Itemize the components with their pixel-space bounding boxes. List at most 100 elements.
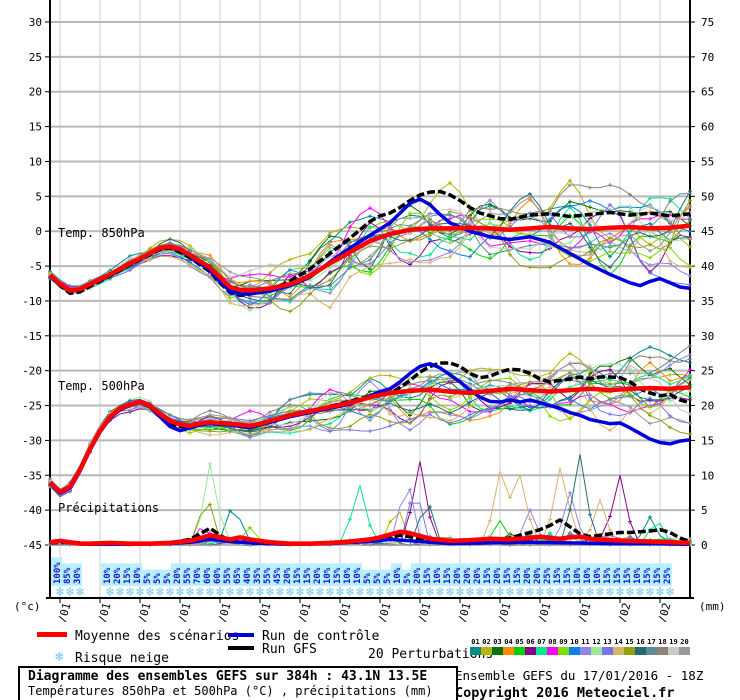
svg-text:35%: 35% [253,567,263,584]
copyright: Copyright 2016 Meteociel.fr [455,685,675,700]
svg-text:10%: 10% [593,567,603,584]
snowflake-icon: ❄ [295,585,304,600]
svg-text:20%: 20% [493,567,503,584]
svg-text:75: 75 [701,16,714,29]
perturbation-color [547,647,558,655]
snowflake-icon: ❄ [315,585,324,600]
perturbation-swatch: 15 [624,638,635,655]
svg-text:15%: 15% [443,567,453,584]
snowflake-icon: ❄ [145,585,154,600]
svg-text:20: 20 [701,400,714,413]
chart-canvas: 100%❄85%❄30%❄10%❄20%❄15%❄10%❄5%❄5%❄5%❄20… [14,0,726,637]
perturbation-swatch: 04 [503,638,514,655]
snowflake-icon: ❄ [435,585,444,600]
perturbation-color [602,647,613,655]
svg-text:70: 70 [701,51,714,64]
snowflake-icon: ❄ [215,585,224,600]
snowflake-icon: ❄ [125,585,134,600]
perturbation-color [580,647,591,655]
x-axis-date-label: 28/01 [452,601,473,622]
x-axis-date-label: 23/01 [252,601,273,622]
perturbation-number: 17 [647,638,656,646]
gfs-run-line-prec [49,518,691,547]
perturbation-swatch: 19 [668,638,679,655]
svg-text:10: 10 [29,155,42,168]
snowflake-icon: ❄ [445,585,454,600]
perturbation-swatch: 09 [558,638,569,655]
svg-text:-20: -20 [22,365,42,378]
perturbation-color [668,647,679,655]
x-axis-date-label: 31/01 [572,601,593,622]
panel-label: Temp. 500hPa [58,379,145,393]
perturbation-swatch: 20 [679,638,690,655]
svg-text:20%: 20% [533,567,543,584]
legend-control-line [228,633,254,637]
svg-text:5%: 5% [403,573,413,584]
svg-text:30%: 30% [73,567,83,584]
perturbation-number: 09 [559,638,568,646]
perturbation-color [514,647,525,655]
x-axis-date-label: 02/02 [652,601,673,622]
snowflake-icon: ❄ [645,585,654,600]
snowflake-icon: ❄ [205,585,214,600]
perturbation-color [481,647,492,655]
svg-text:20: 20 [29,86,42,99]
snow-risk-strip: 100%❄85%❄30%❄10%❄20%❄15%❄10%❄5%❄5%❄5%❄20… [51,557,674,600]
perturbation-swatch: 17 [646,638,657,655]
svg-text:10%: 10% [583,567,593,584]
perturbation-color [646,647,657,655]
svg-text:10%: 10% [323,567,333,584]
svg-text:15%: 15% [653,567,663,584]
perturbation-number: 19 [669,638,678,646]
snowflake-icon: ❄ [495,585,504,600]
svg-text:20%: 20% [453,567,463,584]
legend-control-label: Run de contrôle [262,629,380,644]
perturbation-swatch: 02 [481,638,492,655]
perturbation-color [679,647,690,655]
svg-text:-30: -30 [22,434,42,447]
svg-text:-5: -5 [29,260,42,273]
svg-text:15%: 15% [623,567,633,584]
panel-label: Précipitations [58,501,159,515]
legend-gfs-label: Run GFS [262,642,317,657]
svg-text:-40: -40 [22,504,42,517]
svg-text:5%: 5% [383,573,393,584]
svg-text:60%: 60% [213,567,223,584]
snowflake-icon: ❄ [455,585,464,600]
snowflake-icon: ❄ [175,585,184,600]
snowflake-icon: ❄ [105,585,114,600]
snowflake-icon: ❄ [75,585,84,600]
perturbation-number: 07 [537,638,546,646]
snowflake-icon: ❄ [405,585,414,600]
x-axis-date-label: 26/01 [372,601,393,622]
snowflake-icon: ❄ [595,585,604,600]
perturbation-number: 12 [592,638,601,646]
svg-text:55%: 55% [183,567,193,584]
ensemble-mean-line-850 [48,223,691,293]
snowflake-icon: ❄ [415,585,424,600]
snowflake-icon: ❄ [375,585,384,600]
snowflake-icon: ❄ [425,585,434,600]
snowflake-icon: ❄ [195,585,204,600]
legend-snow-label: Risque neige [75,651,169,666]
svg-text:5: 5 [701,504,708,517]
perturbation-color [591,647,602,655]
svg-text:20%: 20% [413,567,423,584]
perturbation-number: 02 [482,638,491,646]
snowflake-icon: ❄ [525,585,534,600]
snowflake-icon: ❄ [135,585,144,600]
svg-text:55: 55 [701,155,714,168]
snowflake-icon: ❄ [475,585,484,600]
svg-text:50: 50 [701,190,714,203]
perturbation-number: 13 [603,638,612,646]
perturbation-number: 16 [636,638,645,646]
svg-text:0: 0 [35,225,42,238]
x-axis-date-label: 27/01 [412,601,433,622]
svg-text:20%: 20% [283,567,293,584]
svg-text:65%: 65% [233,567,243,584]
svg-text:15%: 15% [483,567,493,584]
svg-text:20%: 20% [113,567,123,584]
svg-text:40: 40 [701,260,714,273]
snowflake-icon: ❄ [625,585,634,600]
x-axis-date-label: 29/01 [492,601,513,622]
